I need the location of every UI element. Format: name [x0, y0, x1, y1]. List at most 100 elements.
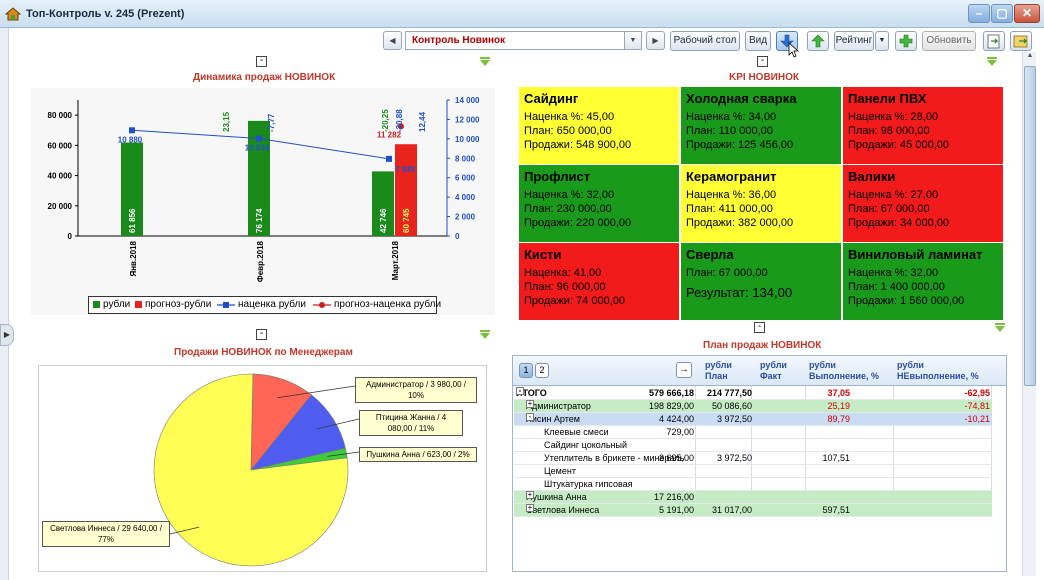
kpi-card-name: Сверла [686, 247, 734, 262]
column-header-bottom: План [705, 371, 728, 381]
kpi-card-line: Результат: 134,00 [686, 285, 793, 300]
chevron-down-icon[interactable]: ▼ [875, 31, 889, 51]
collapse-icon[interactable]: - [526, 413, 534, 421]
panel-menu-icon[interactable] [995, 323, 1005, 332]
column-header-plan[interactable]: рубли План [705, 360, 732, 382]
add-button[interactable] [895, 31, 917, 51]
collapse-plan-panel-button[interactable]: - [754, 322, 765, 333]
close-button[interactable]: ✕ [1014, 4, 1040, 23]
legend-item-forecast-rub: прогноз-рубли [135, 299, 211, 310]
collapse-kpi-panel-button[interactable]: - [757, 56, 768, 67]
column-header-top: рубли [809, 360, 836, 370]
right-tick-label: 2 000 [455, 213, 476, 222]
refresh-button[interactable]: Обновить [922, 31, 976, 51]
bar-forecast-rub [395, 144, 417, 236]
rating-button[interactable]: Рейтинг [834, 31, 874, 51]
expand-icon[interactable]: + [526, 399, 534, 408]
panel-menu-icon[interactable] [987, 57, 997, 66]
legend-item-rub: рубли [93, 299, 130, 310]
kpi-card[interactable]: Холодная сварка Наценка %: 34,00 План: 110… [681, 87, 842, 165]
export-button[interactable] [983, 31, 1005, 51]
kpi-card-line: Наценка %: 28,00 [848, 111, 939, 123]
cell-fact: 3 972,50 [716, 414, 752, 424]
table-row[interactable]: + Пушкина Анна 17 216,00 [514, 491, 992, 504]
cell-plan: 729,00 [666, 427, 694, 437]
report-selector[interactable]: Контроль Новинок ▼ [405, 31, 642, 50]
kpi-card-line: Продажи: 125 456,00 [686, 139, 794, 151]
table-row[interactable]: Клеевые смеси 729,00 [514, 426, 992, 439]
column-header-done[interactable]: рубли Выполнение, % [809, 360, 879, 382]
kpi-card-line: План: 650 000,00 [524, 125, 612, 137]
page-2-button[interactable]: 2 [535, 363, 549, 378]
kpi-card[interactable]: Профлист Наценка %: 32,00 План: 230 000,00… [519, 165, 680, 243]
collapse-sales-panel-button[interactable]: - [256, 56, 267, 67]
table-row[interactable]: - Лисин Артем 4 424,00 3 972,50 89,79 -10,21 [514, 413, 992, 426]
kpi-card-line: Продажи: 1 560 000,00 [848, 295, 965, 307]
table-row[interactable]: Штукатурка гипсовая [514, 478, 992, 491]
panel-menu-icon[interactable] [480, 57, 490, 66]
kpi-card-name: Кисти [524, 247, 562, 262]
cell-plan: 17 216,00 [653, 492, 694, 502]
legend-swatch [135, 301, 142, 308]
minimize-button[interactable]: – [968, 4, 990, 23]
cell-done: 37,05 [827, 388, 850, 398]
table-row[interactable]: Сайдинг цокольный [514, 439, 992, 452]
pie-leader-line [277, 385, 356, 399]
kpi-card-line: План: 96 000,00 [524, 281, 606, 293]
scroll-up-icon[interactable]: ▲ [1026, 52, 1034, 59]
column-header-bottom: Факт [760, 371, 782, 381]
vertical-scrollbar[interactable]: ▲ [1022, 52, 1036, 576]
row-label: Сайдинг цокольный [544, 439, 627, 452]
chevron-left-icon[interactable]: ◀ [383, 31, 402, 50]
expand-icon[interactable]: + [526, 503, 534, 512]
panel-menu-icon[interactable] [480, 330, 490, 339]
window-title: Топ-Контроль v. 245 (Prezent) [26, 8, 185, 20]
left-splitter[interactable]: ▶ [0, 28, 14, 580]
kpi-card-line: Наценка %: 45,00 [524, 111, 615, 123]
table-row[interactable]: + Администратор 198 829,00 50 086,60 25,19 -7… [514, 400, 992, 413]
column-header-fact[interactable]: рубли Факт [760, 360, 787, 382]
pie-leader-line [316, 418, 360, 430]
markup-value-label: 10 034 [245, 144, 270, 153]
exit-button[interactable] [1010, 31, 1032, 51]
kpi-card-line: Наценка: 41,00 [524, 267, 602, 279]
table-row[interactable]: Цемент [514, 465, 992, 478]
kpi-card[interactable]: Валики Наценка %: 27,00 План: 67 000,00 Про… [843, 165, 1004, 243]
table-row[interactable]: Утеплитель в брикете - минераль 3 695,00 3… [514, 452, 992, 465]
cell-done: 25,19 [827, 401, 850, 411]
expand-icon[interactable]: + [526, 490, 534, 499]
column-header-undone[interactable]: рубли НЕвыполнение, % [897, 360, 979, 382]
view-button[interactable]: Вид [745, 31, 771, 51]
kpi-card[interactable]: Сверла План: 67 000,00 Результат: 134,00 [681, 243, 842, 321]
right-tick-label: 0 [455, 232, 460, 241]
scrollbar-thumb[interactable] [1024, 66, 1036, 386]
table-row[interactable]: - ИТОГО 579 666,18 214 777,50 37,05 -62,95 [514, 387, 992, 400]
kpi-card[interactable]: Керамогранит Наценка %: 36,00 План: 411 00… [681, 165, 842, 243]
table-row[interactable]: + Светлова Иннеса 5 191,00 31 017,00 597,51 [514, 504, 992, 517]
kpi-grid: Сайдинг Наценка %: 45,00 План: 650 000,00 П… [519, 87, 1006, 322]
kpi-card-name: Сайдинг [524, 91, 579, 106]
collapse-managers-panel-button[interactable]: - [256, 329, 267, 340]
cell-undone: -10,21 [964, 414, 990, 424]
kpi-card[interactable]: Панели ПВХ Наценка %: 28,00 План: 98 000,0… [843, 87, 1004, 165]
kpi-card[interactable]: Кисти Наценка: 41,00 План: 96 000,00 Продаж… [519, 243, 680, 321]
arrow-up-button[interactable] [807, 31, 829, 51]
left-tick-label: 60 000 [48, 141, 73, 150]
row-label: Цемент [544, 465, 576, 478]
kpi-card[interactable]: Сайдинг Наценка %: 45,00 План: 650 000,00 П… [519, 87, 680, 165]
maximize-button[interactable]: ▢ [991, 4, 1013, 23]
kpi-card[interactable]: Виниловый ламинат Наценка %: 32,00 План: 1… [843, 243, 1004, 321]
chevron-down-icon[interactable]: ▼ [624, 32, 641, 49]
desktop-button[interactable]: Рабочий стол [670, 31, 740, 51]
cell-fact: 214 777,50 [706, 388, 752, 398]
row-label: Штукатурка гипсовая [544, 478, 633, 491]
expand-sidebar-icon[interactable]: ▶ [0, 324, 14, 346]
chevron-right-icon[interactable]: ▶ [646, 31, 665, 50]
pie-leader-line [169, 526, 200, 535]
plus-icon [899, 34, 913, 48]
arrow-right-icon[interactable]: → [676, 362, 692, 378]
collapse-icon[interactable]: - [516, 387, 524, 395]
legend-line-marker-icon [313, 301, 331, 308]
page-1-button[interactable]: 1 [519, 363, 533, 378]
bar-value-label: 42 746 [379, 208, 388, 233]
